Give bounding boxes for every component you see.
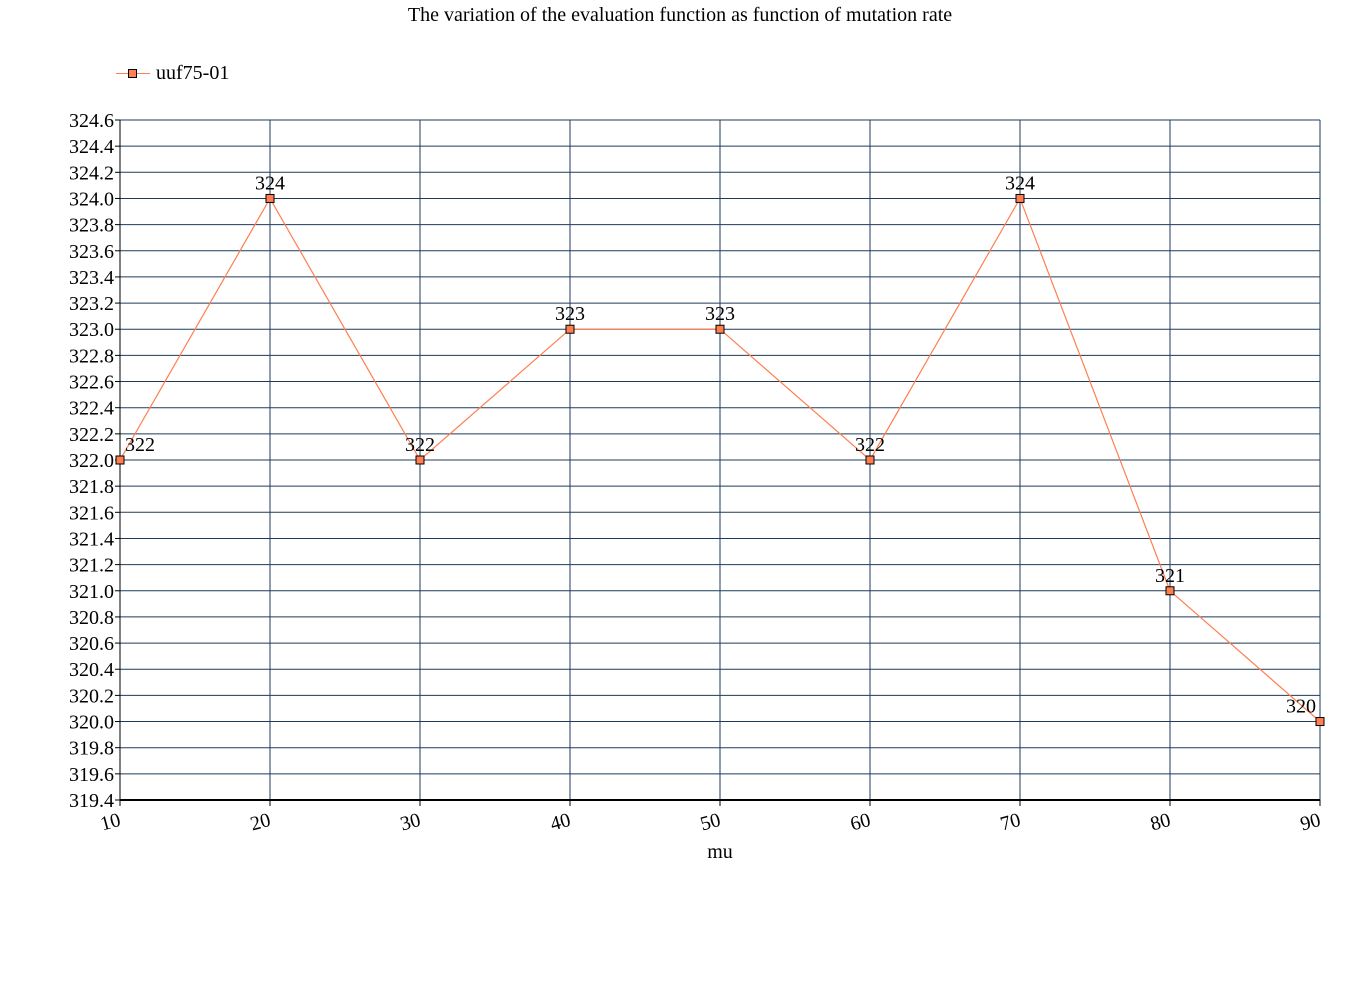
y-tick-label: 324.4: [69, 136, 114, 158]
data-point-marker: [1015, 193, 1025, 203]
y-tick-label: 322.6: [69, 372, 114, 394]
y-tick-label: 322.2: [69, 424, 114, 446]
y-tick-label: 323.0: [69, 319, 114, 341]
y-tick-label: 320.8: [69, 607, 114, 629]
x-tick-label: 50: [698, 809, 723, 835]
data-point-marker: [865, 455, 875, 465]
y-tick-label: 321.6: [69, 502, 114, 524]
y-tick-label: 321.2: [69, 555, 114, 577]
legend-swatch: [116, 63, 150, 83]
x-tick-label: 30: [398, 809, 423, 835]
x-tick-label: 80: [1148, 809, 1173, 835]
data-point-marker: [1315, 717, 1325, 727]
data-point-marker: [565, 324, 575, 334]
y-tick-label: 324.6: [69, 110, 114, 132]
data-point-marker: [715, 324, 725, 334]
x-tick-label: 20: [248, 809, 273, 835]
legend-label: uuf75-01: [156, 61, 230, 84]
data-label: 322: [855, 434, 885, 456]
y-tick-label: 319.4: [69, 790, 114, 812]
data-label: 322: [405, 434, 435, 456]
data-label: 323: [555, 303, 585, 325]
y-tick-label: 322.8: [69, 345, 114, 367]
data-point-marker: [1165, 586, 1175, 596]
y-tick-label: 324.0: [69, 188, 114, 210]
x-tick-label: 10: [98, 809, 123, 835]
chart-title: The variation of the evaluation function…: [407, 4, 953, 26]
y-tick-label: 323.2: [69, 293, 114, 315]
y-tick-label: 319.8: [69, 738, 114, 760]
x-tick-label: 70: [998, 809, 1023, 835]
y-tick-label: 320.0: [69, 712, 114, 734]
data-point-marker: [415, 455, 425, 465]
data-label: 324: [255, 172, 285, 194]
legend: uuf75-01: [116, 60, 229, 86]
data-label: 322: [125, 434, 155, 456]
x-tick-label: 40: [548, 809, 573, 835]
y-tick-label: 323.4: [69, 267, 114, 289]
y-tick-label: 320.4: [69, 659, 114, 681]
y-tick-label: 323.6: [69, 241, 114, 263]
x-tick-label: 60: [848, 809, 873, 835]
data-point-marker: [265, 193, 275, 203]
y-tick-label: 321.4: [69, 528, 114, 550]
y-tick-label: 320.2: [69, 685, 114, 707]
data-point-marker: [115, 455, 125, 465]
y-tick-label: 321.0: [69, 581, 114, 603]
y-tick-label: 320.6: [69, 633, 114, 655]
data-label: 324: [1005, 172, 1035, 194]
y-tick-label: 322.0: [69, 450, 114, 472]
y-tick-label: 319.6: [69, 764, 114, 786]
x-tick-label: 90: [1298, 809, 1323, 835]
y-tick-label: 324.2: [69, 162, 114, 184]
x-axis-label: mu: [707, 841, 733, 863]
data-label: 321: [1155, 565, 1185, 587]
legend-marker: [128, 69, 137, 78]
y-tick-label: 322.4: [69, 398, 114, 420]
data-label: 320: [1286, 696, 1316, 718]
data-label: 323: [705, 303, 735, 325]
y-tick-label: 323.8: [69, 215, 114, 237]
y-tick-label: 321.8: [69, 476, 114, 498]
